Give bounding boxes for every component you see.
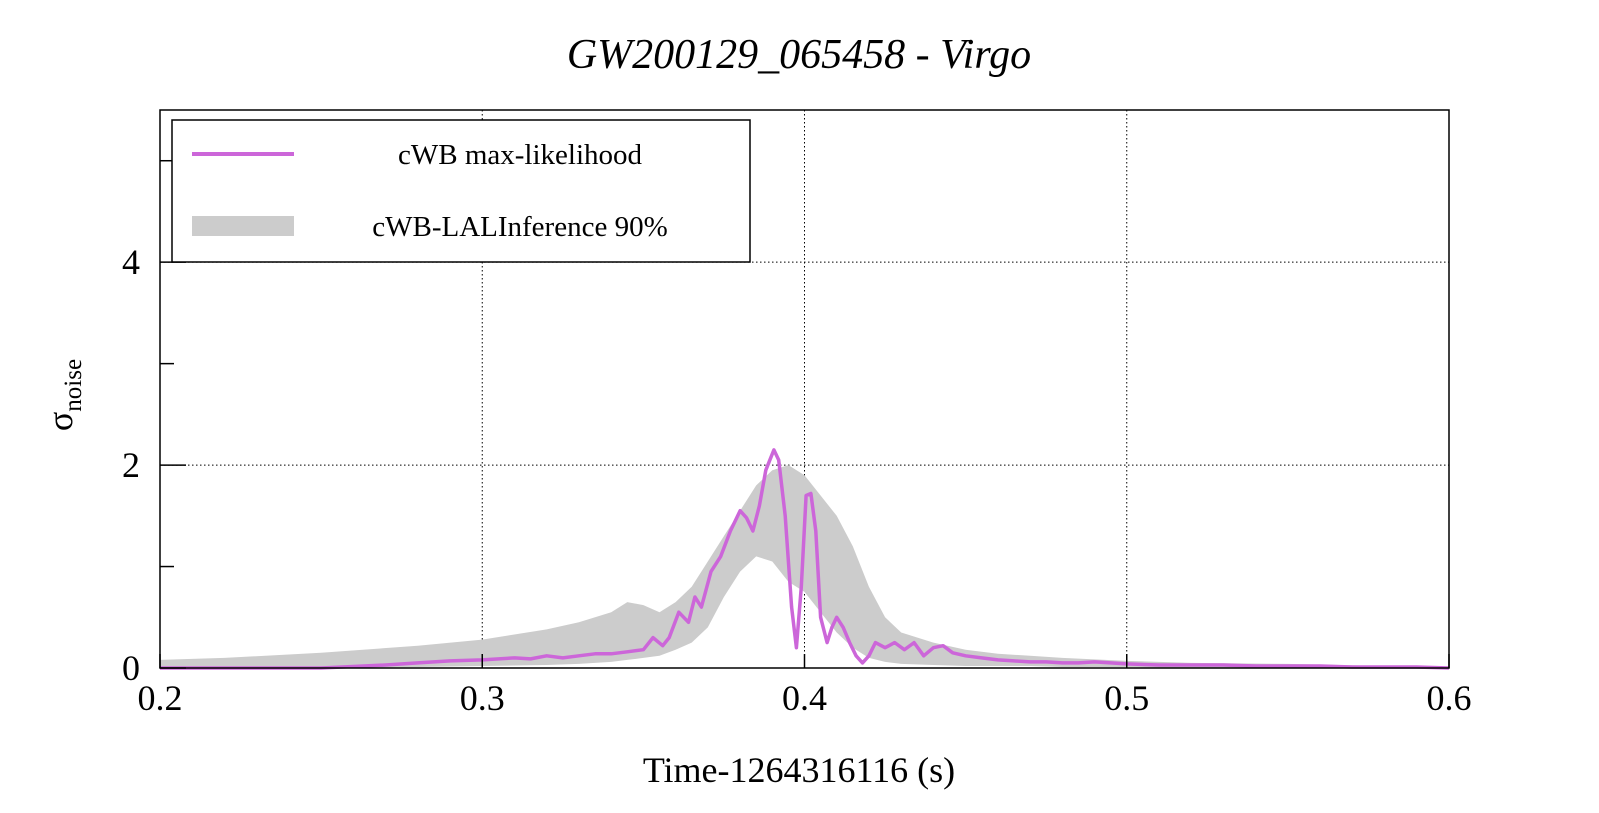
legend-box	[171, 119, 751, 263]
y-axis-label-main: σ	[40, 412, 80, 431]
y-axis-label: σnoise	[40, 359, 87, 431]
y-tick-label: 4	[122, 242, 140, 282]
y-tick-label: 2	[122, 445, 140, 485]
x-tick-label: 0.4	[782, 678, 827, 718]
chart-title: GW200129_065458 - Virgo	[567, 32, 1031, 78]
x-tick-labels: 0.2 0.3 0.4 0.5 0.6	[138, 678, 1472, 718]
series-line-max-likelihood	[160, 448, 1450, 670]
legend-label-max-likelihood: cWB max-likelihood	[398, 139, 643, 171]
x-tick-label: 0.5	[1104, 678, 1149, 718]
legend: cWB max-likelihood cWB-LALInference 90%	[171, 119, 751, 263]
x-tick-label: 0.6	[1427, 678, 1472, 718]
line-layer	[160, 448, 1450, 670]
y-axis-label-sub: noise	[60, 359, 87, 412]
x-axis-label: Time-1264316116 (s)	[643, 750, 955, 790]
x-tick-label: 0.2	[138, 678, 183, 718]
series-band-lalinference-90	[160, 465, 1449, 668]
band-layer	[160, 465, 1449, 668]
svg-text:σnoise: σnoise	[40, 359, 87, 431]
x-tick-label: 0.3	[460, 678, 505, 718]
y-tick-label: 0	[122, 648, 140, 688]
legend-swatch-lalinference-90	[192, 216, 294, 236]
legend-label-lalinference-90: cWB-LALInference 90%	[372, 211, 667, 243]
y-tick-labels: 0 2 4	[122, 242, 140, 688]
